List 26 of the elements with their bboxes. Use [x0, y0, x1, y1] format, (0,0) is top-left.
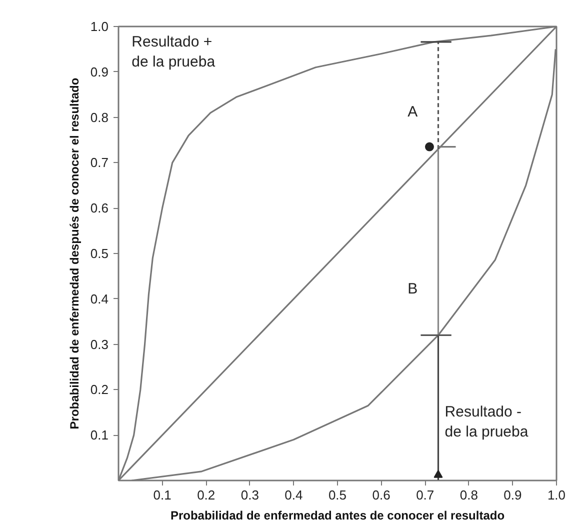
y-tick-label: 0.1 — [90, 428, 109, 443]
x-tick-label: 0.8 — [460, 488, 478, 502]
y-tick-label: 0.3 — [90, 336, 109, 352]
x-tick-label: 0.1 — [153, 488, 172, 502]
x-tick-label: 0.5 — [328, 488, 347, 502]
x-tick-label: 0.3 — [240, 488, 259, 502]
x-tick-label: 0.6 — [372, 488, 390, 502]
x-axis-title: Probabilidad de enfermedad antes de conocer el resultado — [170, 508, 505, 522]
x-tick-label: 0.9 — [504, 488, 522, 502]
y-tick-label: 0.6 — [90, 200, 109, 216]
y-tick-label: 0.7 — [90, 155, 109, 170]
y-tick-label: 0.4 — [90, 291, 109, 306]
y-tick-label: 0.2 — [90, 382, 109, 398]
annotation: Resultado + de la prueba — [132, 33, 216, 71]
y-tick-label: 0.9 — [90, 64, 109, 80]
annotation: A — [408, 104, 418, 121]
annotation: Resultado - de la prueba — [444, 403, 529, 441]
x-tick-label: 0.7 — [416, 488, 434, 502]
y-tick-label: 0.8 — [90, 110, 109, 125]
y-tick-label: 0.5 — [90, 246, 109, 261]
x-tick-label: 1.0 — [547, 488, 566, 502]
x-tick-label: 0.4 — [284, 488, 303, 502]
y-tick-label: 1.0 — [90, 19, 109, 34]
annotation: B — [408, 280, 418, 298]
y-axis-title: Probabilidad de enfermedad después de conocer el resultado — [67, 78, 82, 430]
x-tick-label: 0.2 — [197, 488, 216, 502]
